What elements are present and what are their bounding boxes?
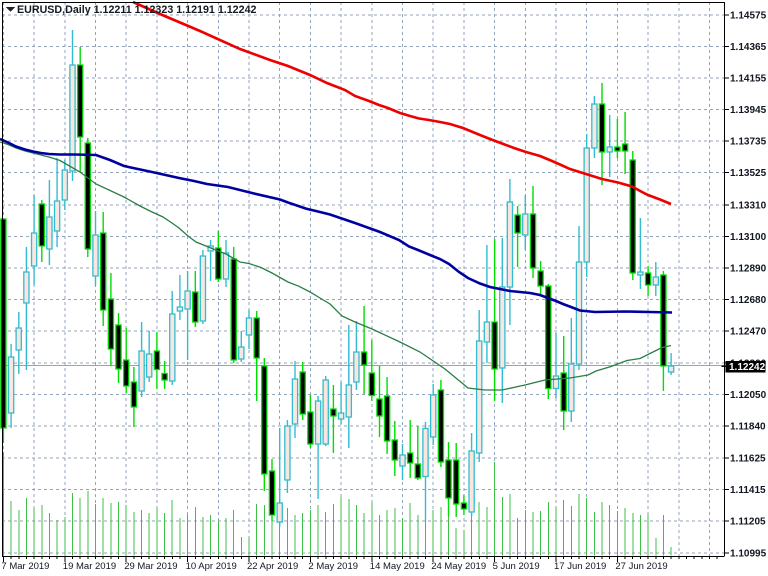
svg-text:1.11415: 1.11415 <box>730 485 766 496</box>
svg-text:17 Jun 2019: 17 Jun 2019 <box>554 561 606 572</box>
svg-text:1.11840: 1.11840 <box>730 421 766 432</box>
svg-text:1.14365: 1.14365 <box>730 42 767 53</box>
svg-text:1.12680: 1.12680 <box>730 295 767 306</box>
svg-text:2 May 2019: 2 May 2019 <box>308 561 358 572</box>
svg-text:1.14575: 1.14575 <box>730 11 767 22</box>
svg-text:EURUSD,Daily 1.12211 1.12323: EURUSD,Daily 1.12211 1.12323 1.12191 1.1… <box>17 4 257 16</box>
svg-text:1.14155: 1.14155 <box>730 74 767 85</box>
svg-text:1.13735: 1.13735 <box>730 137 767 148</box>
svg-text:19 Mar 2019: 19 Mar 2019 <box>63 561 116 572</box>
svg-text:7 Mar 2019: 7 Mar 2019 <box>1 561 49 572</box>
svg-text:1.10995: 1.10995 <box>730 548 767 559</box>
svg-text:24 May 2019: 24 May 2019 <box>431 561 486 572</box>
svg-text:22 Apr 2019: 22 Apr 2019 <box>247 561 298 572</box>
svg-text:1.12890: 1.12890 <box>730 264 767 275</box>
svg-text:1.11625: 1.11625 <box>730 454 766 465</box>
svg-text:14 May 2019: 14 May 2019 <box>370 561 425 572</box>
svg-text:29 Mar 2019: 29 Mar 2019 <box>124 561 177 572</box>
svg-text:1.13100: 1.13100 <box>730 232 767 243</box>
svg-text:27 Jun 2019: 27 Jun 2019 <box>615 561 667 572</box>
svg-text:10 Apr 2019: 10 Apr 2019 <box>186 561 237 572</box>
svg-text:5 Jun 2019: 5 Jun 2019 <box>493 561 540 572</box>
svg-text:1.12050: 1.12050 <box>730 390 767 401</box>
svg-text:1.13310: 1.13310 <box>730 201 767 212</box>
svg-text:1.13525: 1.13525 <box>730 168 767 179</box>
svg-text:1.12242: 1.12242 <box>729 362 766 373</box>
svg-text:1.12470: 1.12470 <box>730 327 767 338</box>
svg-text:1.13945: 1.13945 <box>730 105 767 116</box>
svg-text:1.11205: 1.11205 <box>730 517 766 528</box>
